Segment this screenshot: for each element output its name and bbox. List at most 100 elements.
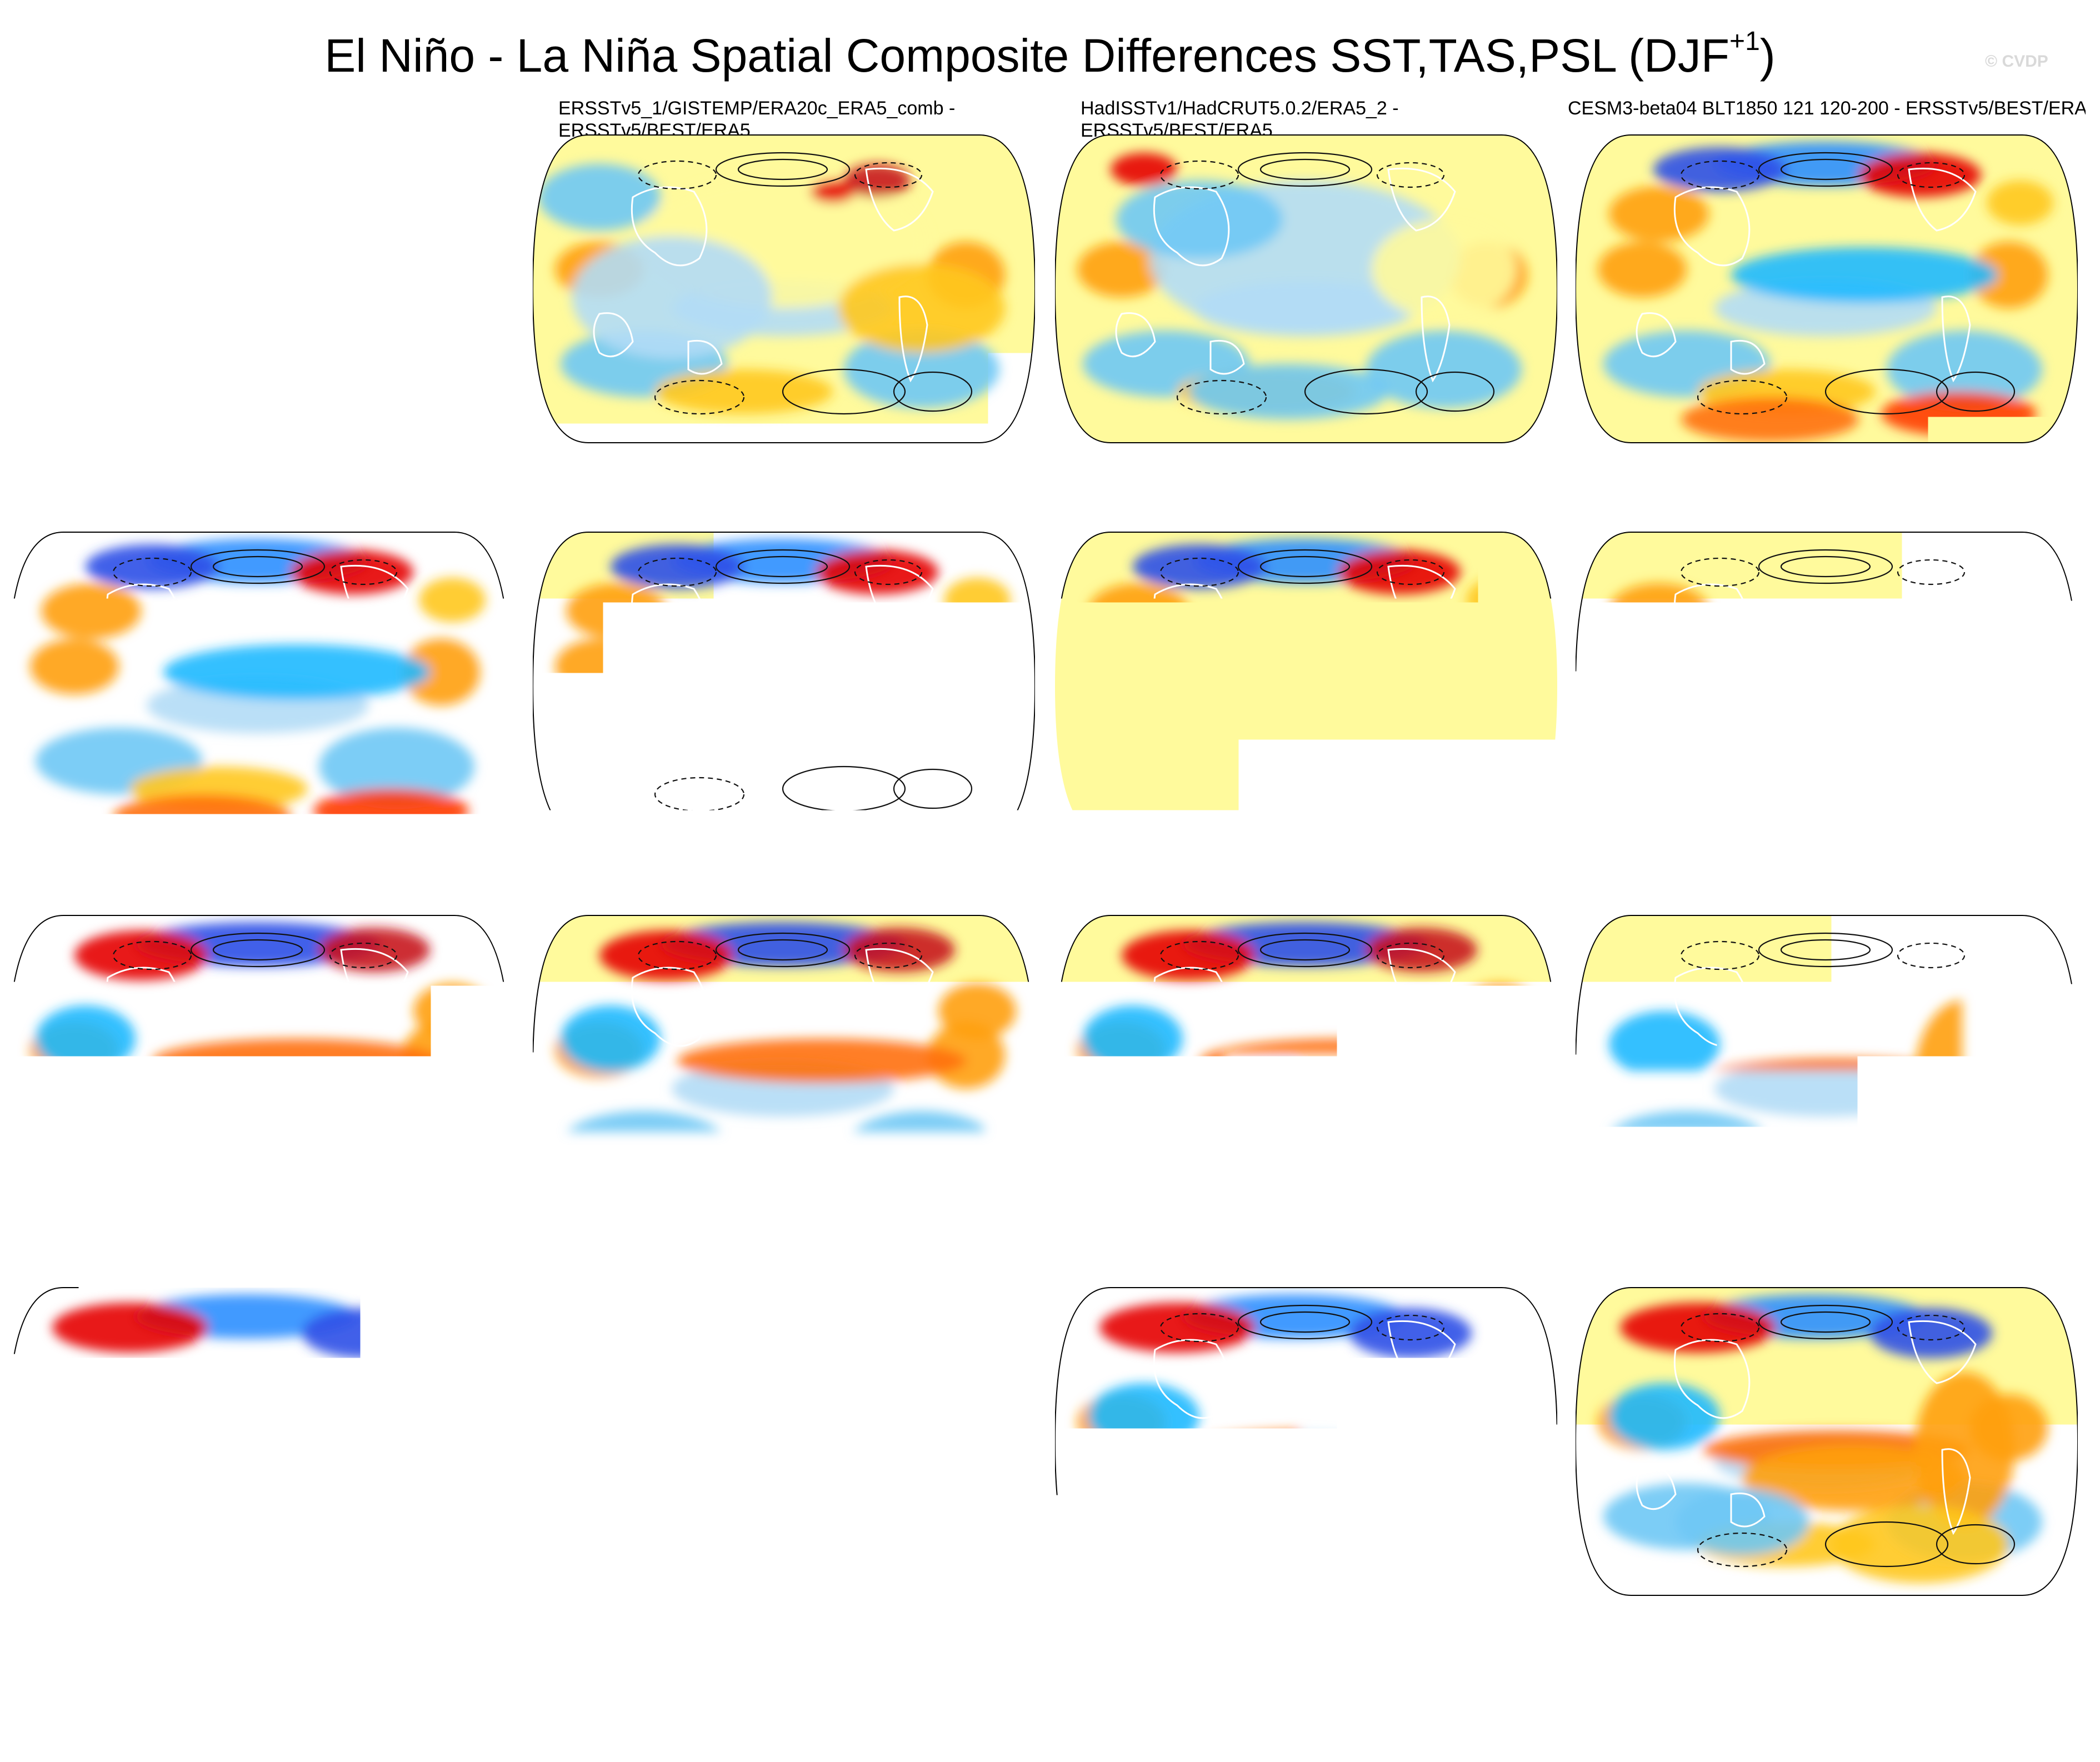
anomaly-region <box>52 1303 208 1353</box>
panel-title-line: CESM2 piControl C - ERSSTv5/BEST/ERA5 <box>525 1250 1043 1272</box>
anomaly-region <box>611 544 744 589</box>
map-panel: CESM2 piControl B - ERSSTv5/BEST/ERA5 <box>1047 1250 1565 1605</box>
anomaly-region <box>677 1039 966 1083</box>
map-panel: CESM2 piControl E - ERSSTv5/BEST/ERA5 <box>1568 878 2086 1233</box>
anomaly-region <box>313 789 469 833</box>
colorbar-tick-label: 1 <box>1263 1678 1341 1716</box>
anomaly-region <box>1831 1133 2009 1211</box>
copyright-watermark: © CVDP <box>1985 52 2048 71</box>
anomaly-region <box>688 644 955 700</box>
anomaly-region <box>1361 789 1516 833</box>
colorbar-tick-label: 2 <box>1431 1678 1509 1716</box>
anomaly-region <box>538 164 661 231</box>
anomaly-region <box>566 583 666 639</box>
map-panel: CESM2 piControl C - ERSSTv5/BEST/ERA5 <box>525 1250 1043 1605</box>
colorbar-tick-label: -.5 <box>843 1678 921 1716</box>
colorbar-tick-label: 3 <box>1516 1678 1593 1716</box>
colorbar-tick-label: -4 <box>423 1678 501 1716</box>
anomaly-region <box>599 930 733 980</box>
map-panel: CESM3-beta04 BLT1850 121 60-119 - ERSSTv… <box>0 494 518 850</box>
anomaly-region <box>1088 583 1188 639</box>
anomaly-region <box>41 583 141 639</box>
colorbar-swatch <box>378 1641 467 1674</box>
anomaly-region <box>263 1505 441 1583</box>
anomaly-region <box>844 928 955 972</box>
title-text: El Niño - La Niña Spatial Composite Diff… <box>324 29 1729 82</box>
anomaly-region <box>86 544 219 589</box>
anomaly-region <box>1188 364 1388 419</box>
colorbar-swatch <box>1274 1641 1363 1674</box>
map-panel: CESM3-beta04 BLT1850 118 - ERSSTv5/BEST/… <box>1047 494 1565 850</box>
title-superscript: +1 <box>1729 27 1760 56</box>
anomaly-region <box>1609 583 1709 639</box>
robinson-map <box>533 1283 1035 1600</box>
robinson-map <box>533 131 1035 447</box>
panel-title: CESM2 piControl B - ERSSTv5/BEST/ERA5 <box>1047 1250 1565 1272</box>
anomaly-region <box>1681 794 1859 839</box>
colorbar-tick-label: 0 <box>1011 1678 1089 1716</box>
colorbar-tick-label: -1.5 <box>675 1678 753 1716</box>
colorbar-swatch <box>1633 1641 1722 1674</box>
anomaly-region <box>41 1383 152 1450</box>
anomaly-region <box>555 639 644 694</box>
anomaly-region <box>633 1489 766 1555</box>
colorbar-swatch <box>1184 1641 1274 1674</box>
anomaly-region <box>419 578 486 622</box>
anomaly-region <box>152 1039 441 1083</box>
anomaly-region <box>561 1005 661 1072</box>
robinson-map <box>1055 528 1557 844</box>
anomaly-region <box>1088 1383 1199 1450</box>
anomaly-region <box>113 1178 291 1222</box>
colorbar-swatch <box>826 1641 916 1674</box>
anomaly-region <box>938 983 1016 1039</box>
anomaly-region <box>1676 1117 1809 1183</box>
map-panel: CESM3-beta02 BLT1850 104 - ERSSTv5/BEST/… <box>1047 878 1565 1233</box>
colorbar-tick-label: -.25 <box>927 1678 1005 1716</box>
anomaly-region <box>413 983 491 1039</box>
anomaly-region <box>1681 397 1859 442</box>
panel-title: CESM3-beta04 BLT1850 116 - ERSSTv5/BEST/… <box>1568 494 2086 517</box>
map-panel: CESM3-beta04 BLT1850 121 120-200 - ERSST… <box>1568 97 2086 453</box>
anomaly-region <box>1731 247 1998 303</box>
colorbar-swatch <box>647 1641 736 1674</box>
panel-title-line: CESM3-beta04 BLT1850 121 60-200 - ERSSTv… <box>525 494 1043 517</box>
panel-title: CESM3-beta04 BLT1850 118 - ERSSTv5/BEST/… <box>1047 494 1565 517</box>
panel-title-line: ERSSTv5_1/GISTEMP/ERA20c_ERA5_comb - <box>558 97 1043 119</box>
map-panel: CESM3-beta02 BLT1850 109 - ERSSTv5/BEST/… <box>525 878 1043 1233</box>
anomaly-region <box>577 1303 733 1353</box>
anomaly-region <box>319 1164 474 1214</box>
panel-title-line: CESM3-beta04 BLT1850 116 - ERSSTv5/BEST/… <box>1568 494 2086 517</box>
panel-title: CESM3-beta04 BLT1850 121 60-119 - ERSSTv… <box>0 494 518 517</box>
colorbar-tick-label: .5 <box>1179 1678 1257 1716</box>
robinson-map <box>1055 131 1557 447</box>
anomaly-region <box>1311 1505 1488 1583</box>
anomaly-region <box>1881 789 2037 833</box>
anomaly-region <box>1155 1489 1288 1555</box>
anomaly-region <box>638 794 816 839</box>
robinson-map <box>1576 131 2078 447</box>
anomaly-region <box>655 369 833 414</box>
colorbar-swatch <box>1095 1641 1184 1674</box>
panel-title: CESM3-beta04 BLT1850 121 60-200 - ERSSTv… <box>525 494 1043 517</box>
colorbar-tick-label: -3 <box>507 1678 585 1716</box>
robinson-map <box>533 528 1035 844</box>
robinson-map <box>1576 1283 2078 1600</box>
anomaly-region <box>163 644 430 700</box>
anomaly-region <box>1653 544 1787 589</box>
panel-title: CESM3-beta02 BLT1850 104 - ERSSTv5/BEST/… <box>1047 878 1565 900</box>
map-panel: CESM3-beta04 BLT1850 121 60-200 - ERSSTv… <box>525 494 1043 850</box>
colorbar-swatch <box>1543 1641 1632 1674</box>
anomaly-region <box>1620 1303 1776 1353</box>
anomaly-region <box>1083 1005 1183 1072</box>
anomaly-region <box>844 1164 999 1214</box>
anomaly-region <box>1133 544 1266 589</box>
anomaly-region <box>74 930 208 980</box>
colorbar-swatch <box>1005 1641 1094 1674</box>
anomaly-region <box>1881 392 2037 436</box>
colorbar-tick-label: 4 <box>1599 1678 1677 1716</box>
map-panel: CESM3-beta04 BLT1850 116 - ERSSTv5/BEST/… <box>1568 494 2086 850</box>
colorbar <box>378 1641 1722 1674</box>
anomaly-region <box>108 1489 241 1555</box>
panel-title: CESM2 piControl E - ERSSTv5/BEST/ERA5 <box>1568 878 2086 900</box>
colorbar-units: C <box>1017 1712 1083 1751</box>
